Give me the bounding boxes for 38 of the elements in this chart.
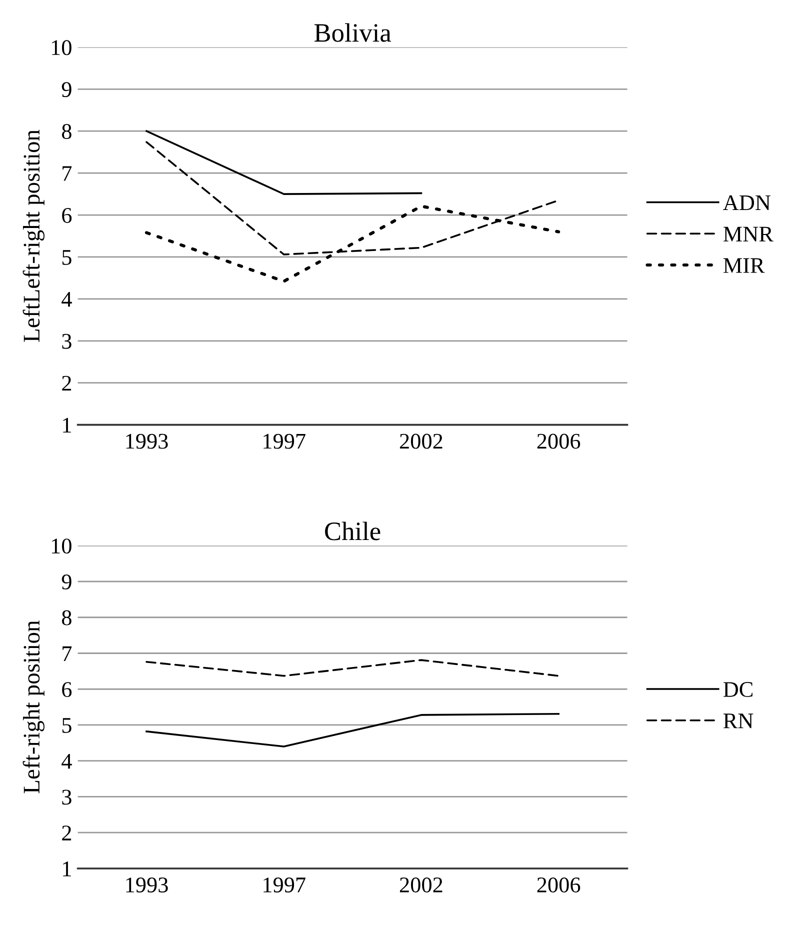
y-tick-label: 6 [62, 208, 72, 223]
y-tick-label: 7 [62, 166, 72, 181]
x-tick-label: 1997 [264, 878, 306, 892]
legend-label: MNR [723, 226, 774, 242]
y-tick-label: 9 [62, 574, 72, 590]
y-tick-label: 9 [62, 82, 72, 98]
line-series [146, 712, 560, 748]
x-tick-label: 1997 [264, 434, 306, 449]
x-tick-label: 2002 [400, 877, 442, 892]
chart-title: Bolivia [314, 23, 392, 42]
y-tick-label: 10 [52, 40, 72, 56]
legend-label: MIR [723, 258, 765, 273]
x-tick-label: 1993 [126, 434, 168, 449]
x-tick-label: 2006 [537, 434, 580, 449]
y-tick-label: 10 [52, 538, 72, 554]
y-tick-label: 3 [62, 334, 72, 349]
y-tick-label: 7 [62, 646, 72, 661]
y-tick-label: 5 [62, 718, 72, 733]
legend-label: DC [723, 682, 752, 697]
y-tick-label: 5 [62, 250, 72, 265]
x-tick-label: 1993 [126, 878, 168, 892]
y-tick-label: 6 [62, 682, 72, 698]
x-tick-label: 2006 [537, 877, 580, 892]
y-axis-title: Left-right position [22, 620, 44, 794]
y-tick-label: 3 [62, 790, 72, 805]
legend-label: ADN [723, 195, 770, 210]
y-tick-label: 2 [62, 376, 72, 391]
chart-title: Chile [325, 522, 380, 540]
y-tick-label: 2 [62, 826, 72, 840]
x-tick-label: 2002 [400, 434, 442, 449]
legend-label: RN [723, 714, 754, 728]
y-tick-label: 1 [63, 862, 71, 876]
y-tick-label: 4 [62, 292, 72, 307]
y-tick-label: 1 [63, 418, 71, 433]
y-tick-label: 4 [62, 754, 72, 769]
y-tick-label: 8 [62, 610, 72, 626]
y-axis-title: LeftLeft-right position [22, 130, 44, 342]
y-tick-label: 8 [62, 124, 72, 140]
